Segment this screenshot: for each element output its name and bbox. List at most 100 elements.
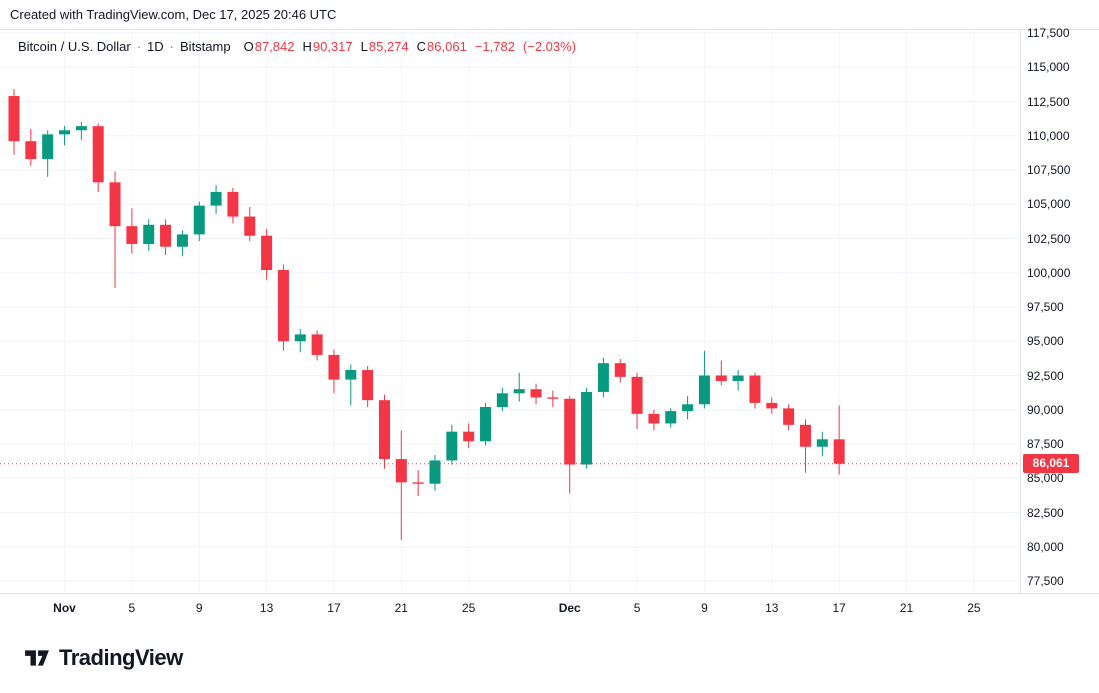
candlestick[interactable] [631, 372, 643, 429]
candle-body [564, 398, 576, 465]
symbol-name: Bitcoin / U.S. Dollar [18, 39, 131, 54]
candlestick[interactable] [227, 187, 239, 224]
candlestick[interactable] [362, 365, 374, 408]
candle-body [833, 439, 845, 464]
interval-label: 1D [147, 39, 164, 54]
candlestick[interactable] [766, 397, 778, 414]
candlestick[interactable] [311, 330, 323, 361]
candlestick[interactable] [143, 219, 155, 251]
time-axis-label: 17 [832, 601, 846, 615]
time-axis-label: 21 [899, 601, 914, 615]
candlestick[interactable] [294, 328, 306, 353]
candlestick[interactable] [715, 360, 727, 386]
candle-body [193, 205, 205, 235]
candlestick[interactable] [42, 130, 54, 177]
candlestick[interactable] [412, 470, 424, 497]
time-axis-label: 21 [394, 601, 408, 615]
candle-body [362, 370, 374, 401]
candle-body [614, 363, 626, 377]
candlestick[interactable] [126, 208, 138, 254]
candlestick[interactable] [816, 431, 828, 457]
candlestick[interactable] [210, 185, 222, 214]
candlestick[interactable] [261, 228, 273, 280]
time-axis-label: 5 [633, 601, 641, 615]
time-axis[interactable]: Nov 5 9 13 17 21 25 Dec 5 9 13 17 21 25 [0, 593, 1099, 623]
candlestick[interactable] [277, 264, 289, 351]
candlestick[interactable] [648, 409, 660, 431]
change-value: −1,782 [474, 39, 515, 54]
candle-body [749, 375, 761, 403]
legend-separator: · [169, 39, 175, 54]
candlestick[interactable] [564, 396, 576, 494]
price-axis-label: 110,000 [1027, 128, 1070, 143]
candlestick[interactable] [25, 128, 37, 166]
candlestick[interactable] [176, 230, 188, 257]
candle-body [261, 235, 273, 271]
price-axis-label: 87,500 [1027, 437, 1064, 451]
candle-body [496, 393, 508, 408]
candle-body [277, 270, 289, 342]
chart-pane[interactable]: Bitcoin / U.S. Dollar · 1D · Bitstamp O8… [0, 26, 1099, 593]
candlestick[interactable] [581, 387, 593, 469]
price-axis-label: 85,000 [1027, 471, 1064, 486]
price-axis-label: 82,500 [1027, 505, 1064, 520]
candlestick[interactable] [698, 350, 710, 409]
candlestick[interactable] [614, 359, 626, 383]
chart-legend[interactable]: Bitcoin / U.S. Dollar · 1D · Bitstamp O8… [18, 39, 576, 54]
tradingview-brand[interactable]: TradingView [59, 645, 183, 670]
candle-body [227, 191, 239, 217]
candlestick[interactable] [244, 206, 256, 242]
tradingview-logo-icon[interactable] [24, 645, 50, 671]
price-axis[interactable]: 86,061 117,500 115,000 112,500 110,000 107,5… [1020, 26, 1099, 593]
candlestick[interactable] [799, 419, 811, 473]
candlestick[interactable] [345, 364, 357, 406]
candle-body [732, 375, 744, 381]
candlestick[interactable] [496, 387, 508, 412]
candle-body [143, 224, 155, 244]
candlestick[interactable] [446, 424, 458, 465]
candlestick[interactable] [160, 219, 172, 255]
candlestick[interactable] [480, 402, 492, 446]
candlestick[interactable] [665, 408, 677, 428]
candlestick-chart-svg[interactable] [0, 30, 1020, 593]
candle-body [446, 431, 458, 461]
time-axis-label: 5 [128, 601, 136, 615]
candlestick[interactable] [749, 372, 761, 409]
price-axis-label: 92,500 [1027, 368, 1064, 383]
candlestick[interactable] [547, 390, 559, 408]
candlestick[interactable] [328, 349, 340, 394]
candlestick[interactable] [378, 394, 390, 469]
candlestick[interactable] [682, 396, 694, 420]
candlestick[interactable] [597, 357, 609, 398]
candlestick[interactable] [429, 454, 441, 491]
candle-body [816, 439, 828, 447]
candlestick[interactable] [109, 171, 121, 288]
price-axis-label: 77,500 [1027, 574, 1064, 588]
candlestick[interactable] [59, 126, 71, 146]
candle-body [345, 370, 357, 380]
candlestick[interactable] [783, 404, 795, 431]
candlestick[interactable] [75, 122, 87, 140]
candlestick[interactable] [513, 372, 525, 402]
candlestick[interactable] [8, 89, 20, 155]
candlestick[interactable] [395, 430, 407, 540]
time-axis-label: 9 [701, 601, 708, 615]
price-axis-label: 105,000 [1027, 197, 1071, 212]
candlestick[interactable] [92, 123, 104, 192]
candle-body [25, 141, 37, 160]
candlestick[interactable] [193, 201, 205, 242]
price-axis-label: 102,500 [1027, 231, 1071, 246]
price-axis-label: 80,000 [1027, 539, 1064, 554]
candlestick[interactable] [463, 423, 475, 449]
candle-body [59, 130, 71, 135]
candlestick[interactable] [530, 383, 542, 405]
candle-body [682, 404, 694, 412]
candle-body [8, 96, 20, 142]
candle-body [126, 226, 138, 244]
price-axis-label: 90,000 [1027, 402, 1064, 417]
high-value: H90,317 [302, 39, 353, 54]
candle-body [581, 391, 593, 465]
candle-body [160, 224, 172, 247]
candlestick[interactable] [833, 405, 845, 475]
candlestick[interactable] [732, 370, 744, 391]
